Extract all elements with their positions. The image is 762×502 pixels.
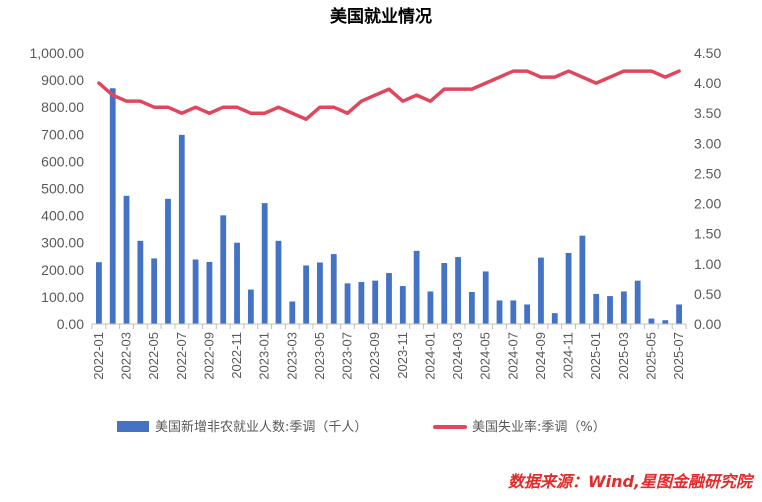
bar-2024-05 [482,271,489,324]
x-tick-label: 2025-05 [643,332,658,380]
bar-2022-04 [137,240,144,324]
left-tick-label: 300.00 [41,235,84,251]
bar-2023-09 [372,280,379,324]
left-tick-label: 0.00 [57,316,84,332]
bar-2024-09 [538,257,544,324]
x-tick-label: 2023-05 [312,332,327,380]
bar-2024-02 [441,263,448,324]
chart-title: 美国就业情况 [330,6,432,27]
x-tick-label: 2022-01 [91,332,106,380]
left-tick-label: 100.00 [41,289,84,305]
x-tick-label: 2024-03 [450,332,465,380]
x-tick-label: 2023-11 [395,332,410,379]
right-tick-label: 4.00 [694,75,721,91]
right-tick-label: 2.50 [694,165,721,181]
right-tick-label: 0.50 [694,286,721,302]
x-tick-label: 2022-09 [201,332,216,380]
bar-2025-03 [620,291,627,324]
bar-2023-04 [303,265,310,324]
bar-2022-11 [234,242,240,324]
right-tick-label: 4.50 [694,45,721,61]
left-tick-label: 700.00 [41,126,84,142]
legend-bar-swatch [117,421,149,432]
bar-2022-01 [96,262,102,324]
right-tick-label: 2.00 [694,196,721,212]
bar-2023-08 [358,282,365,324]
x-tick-label: 2023-09 [367,332,382,380]
bar-2022-03 [123,195,130,324]
bar-2022-09 [206,261,213,324]
x-tick-label: 2024-07 [505,332,520,380]
right-tick-label: 3.00 [694,135,721,151]
bar-2023-06 [330,254,337,324]
bar-2023-02 [275,240,282,324]
bar-2024-07 [510,300,517,324]
bar-2022-05 [151,258,158,324]
bar-2024-11 [565,253,572,324]
left-tick-label: 400.00 [41,208,84,224]
bar-2022-12 [247,289,254,324]
source-note: 数据来源：Wind,星图金融研究院 [508,472,755,491]
bar-2024-01 [427,291,434,324]
bar-2025-02 [607,296,613,324]
bar-2024-08 [524,304,531,324]
x-tick-label: 2024-05 [478,332,493,380]
bar-2024-04 [468,292,475,324]
bar-2025-04 [634,280,641,324]
x-tick-label: 2023-03 [284,332,299,380]
bar-2022-10 [220,215,227,324]
bar-2023-07 [344,283,351,324]
bar-2023-01 [261,203,268,324]
bar-2023-11 [399,286,406,324]
left-tick-label: 800.00 [41,99,84,115]
bar-2025-06 [662,320,669,324]
left-tick-label: 200.00 [41,262,84,278]
x-axis: 2022-01 2022-03 2022-05 2022-07 2022-09 2022-… [91,323,687,380]
bar-2022-08 [192,259,199,324]
left-tick-label: 900.00 [41,72,84,88]
bar-2024-12 [579,235,586,324]
x-tick-label: 2024-11 [561,332,576,379]
x-tick-label: 2025-01 [588,332,603,380]
right-tick-label: 3.50 [694,105,721,121]
bar-series [96,88,682,324]
bar-2022-07 [178,134,185,324]
left-tick-label: 1,000.00 [30,45,85,61]
line-series [97,69,681,121]
bar-2023-05 [317,262,323,324]
left-tick-label: 500.00 [41,181,84,197]
bar-2024-03 [455,257,461,324]
legend-bar-label: 美国新增非农就业人数:季调（千人） [155,419,367,435]
x-tick-label: 2024-01 [422,332,437,380]
bar-2024-06 [496,300,503,324]
x-tick-label: 2022-11 [229,332,244,379]
bar-2023-12 [413,250,420,324]
bar-2024-10 [551,313,558,324]
bar-2025-01 [593,293,600,324]
bar-2025-07 [676,304,682,324]
bar-2022-06 [165,198,171,324]
right-tick-label: 1.00 [694,256,721,272]
left-tick-label: 600.00 [41,153,84,169]
x-tick-label: 2025-03 [616,332,631,380]
bar-2025-05 [648,318,655,324]
x-tick-label: 2024-09 [533,332,548,380]
x-tick-label: 2022-07 [174,332,189,380]
x-tick-label: 2023-07 [340,332,355,380]
right-tick-label: 0.00 [694,316,721,332]
right-tick-label: 1.50 [694,226,721,242]
legend: 美国新增非农就业人数:季调（千人） 美国失业率:季调（%） [117,419,606,435]
right-y-axis: 0.00 0.50 1.00 1.50 2.00 2.50 3.00 3.50 4.00 4.50 [694,45,721,332]
x-tick-label: 2022-03 [119,332,134,380]
bar-2023-10 [386,273,392,324]
x-tick-label: 2023-01 [257,332,272,380]
x-tick-label: 2025-07 [671,332,686,380]
x-tick-label: 2022-05 [146,332,161,380]
unemployment-rate-line [97,69,681,121]
bar-2023-03 [289,301,296,324]
legend-line-label: 美国失业率:季调（%） [472,419,606,435]
bar-2022-02 [109,88,116,324]
left-y-axis: 0.00 100.00 200.00 300.00 400.00 500.00 600.00… [30,45,85,332]
